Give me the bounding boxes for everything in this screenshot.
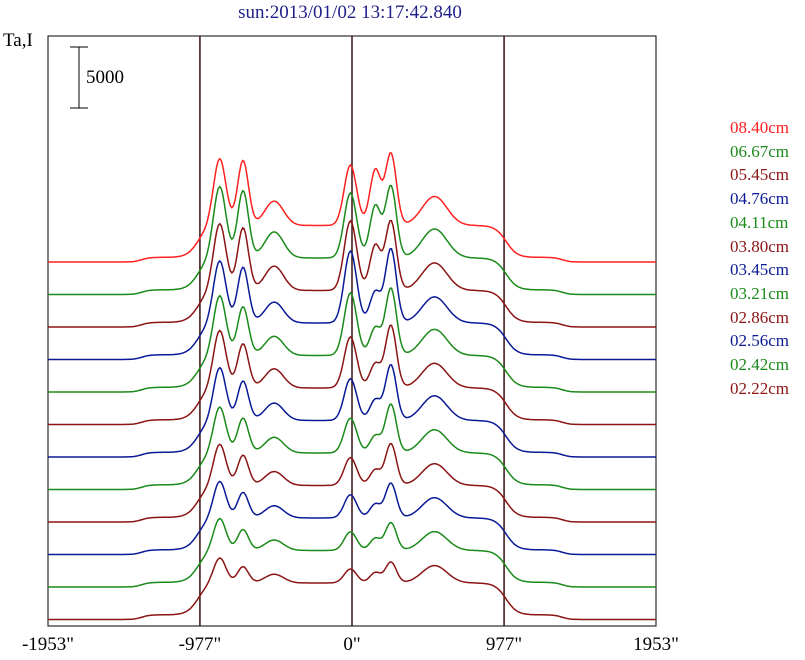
legend-entry: 02.56cm: [730, 331, 790, 351]
series-line-08.40cm: [48, 152, 656, 263]
legend-entry: 03.45cm: [730, 260, 790, 280]
legend-entry: 03.21cm: [730, 283, 790, 303]
x-tick-label: 1953": [633, 634, 679, 655]
legend-entry: 02.42cm: [730, 355, 790, 374]
x-tick-label: -977": [178, 634, 222, 655]
legend-entry: 06.67cm: [730, 141, 790, 161]
legend-entry: 02.86cm: [730, 307, 790, 327]
series-line-03.80cm: [48, 324, 656, 426]
series-line-02.42cm: [48, 517, 656, 588]
series-line-02.86cm: [48, 442, 656, 523]
scale-bar: [70, 46, 88, 109]
series-line-05.45cm: [48, 219, 656, 328]
series-line-03.45cm: [48, 363, 656, 458]
y-axis-label: Ta,I: [3, 30, 33, 51]
x-tick-label: 0": [343, 634, 361, 655]
legend-entry: 02.22cm: [730, 378, 790, 398]
scale-bar-label: 5000: [86, 67, 124, 88]
x-tick-label: -1953": [21, 634, 75, 655]
legend-entry: 08.40cm: [730, 118, 790, 137]
series-line-04.76cm: [48, 247, 656, 361]
legend-entry: 04.76cm: [730, 189, 790, 209]
series-line-02.56cm: [48, 480, 656, 556]
series-line-06.67cm: [48, 184, 656, 296]
series-line-04.11cm: [48, 287, 656, 393]
series-line-03.21cm: [48, 403, 656, 491]
x-tick-label: 977": [485, 634, 523, 655]
legend-entry: 05.45cm: [730, 165, 790, 185]
series-line-02.22cm: [48, 557, 656, 621]
chart-title: sun:2013/01/02 13:17:42.840: [238, 2, 462, 23]
legend-entry: 04.11cm: [730, 212, 789, 232]
legend-entry: 03.80cm: [730, 236, 790, 256]
